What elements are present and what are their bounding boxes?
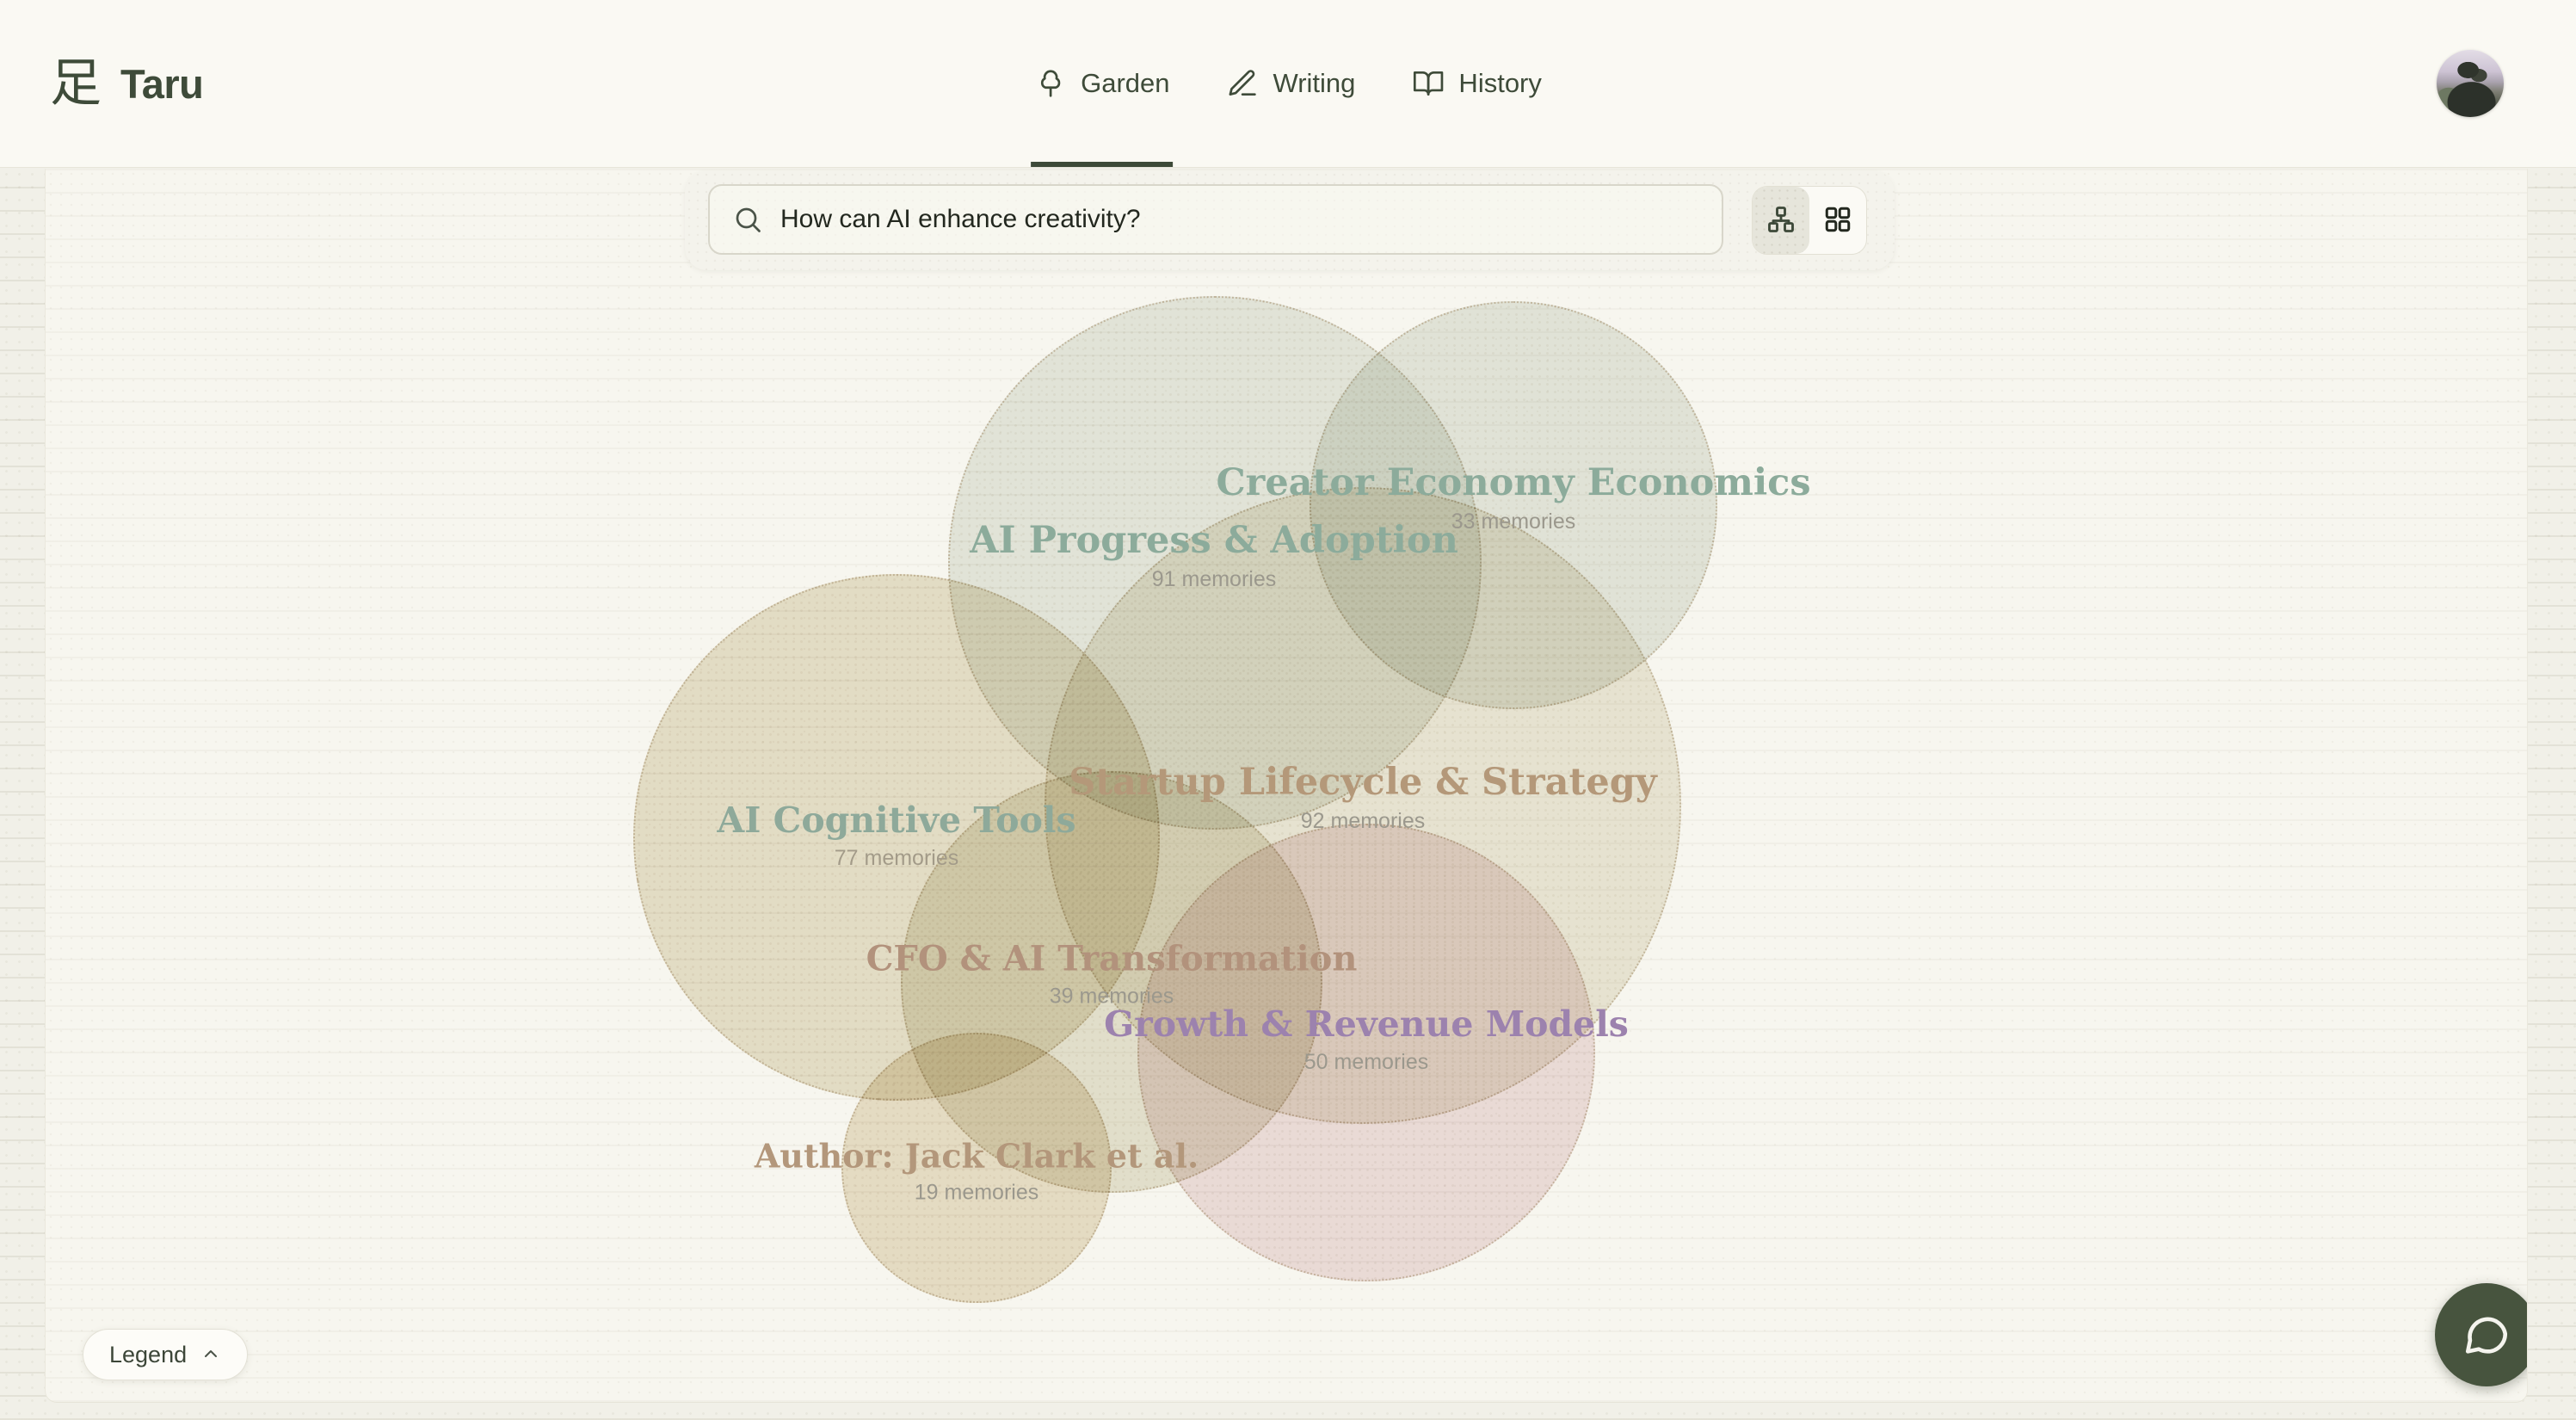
tree-icon	[1034, 67, 1067, 100]
cluster-bubble-author-jack-clark[interactable]	[841, 1033, 1112, 1303]
search-box	[708, 184, 1723, 255]
tab-writing[interactable]: Writing	[1223, 0, 1359, 167]
user-avatar[interactable]	[2437, 50, 2504, 117]
search-input[interactable]	[763, 186, 1722, 253]
chat-fab-button[interactable]	[2435, 1283, 2527, 1386]
grid-view-icon	[1822, 204, 1853, 238]
graph-view-icon	[1766, 204, 1796, 238]
tab-label: Writing	[1273, 68, 1356, 98]
tab-label: History	[1458, 68, 1542, 98]
pen-line-icon	[1227, 67, 1260, 100]
message-circle-icon	[2465, 1317, 2508, 1354]
app-header: 足 Taru Garden	[0, 0, 2576, 168]
cluster-bubble-creator-economy[interactable]	[1310, 301, 1717, 709]
tab-garden[interactable]: Garden	[1031, 0, 1174, 167]
legend-button[interactable]: Legend	[83, 1329, 249, 1380]
chevron-up-icon	[205, 1350, 218, 1357]
search-icon	[732, 204, 763, 235]
tab-label: Garden	[1081, 68, 1170, 98]
logo-glyph: 足	[50, 53, 102, 114]
search-panel	[685, 170, 1895, 270]
tab-history[interactable]: History	[1408, 0, 1544, 167]
app-logo[interactable]: 足 Taru	[50, 0, 204, 167]
garden-canvas: AI Progress & Adoption 91 memories Creat…	[45, 169, 2528, 1403]
graph-view-button[interactable]	[1753, 187, 1809, 254]
grid-view-button[interactable]	[1809, 187, 1866, 254]
view-toggle	[1752, 186, 1867, 255]
book-open-icon	[1412, 67, 1445, 100]
cluster-bubble-growth-revenue[interactable]	[1137, 824, 1595, 1281]
main-nav: Garden Writing History	[1031, 0, 1545, 167]
app-title: Taru	[120, 60, 204, 107]
legend-label: Legend	[109, 1341, 188, 1368]
